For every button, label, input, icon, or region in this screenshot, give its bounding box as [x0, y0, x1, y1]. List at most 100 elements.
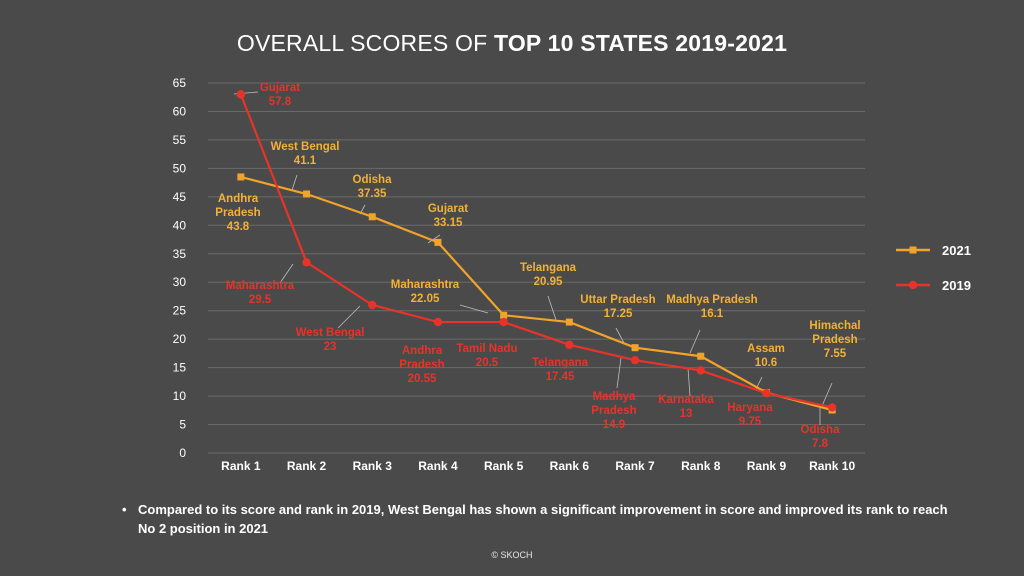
y-tick-label: 5 — [179, 418, 186, 432]
data-label-2019: Madhya Pradesh 14.9 — [591, 391, 636, 431]
y-tick-label: 0 — [179, 446, 186, 460]
data-label-name: West Bengal — [271, 141, 340, 153]
data-label-value: 22.05 — [411, 293, 440, 305]
data-point-2021 — [237, 173, 245, 181]
data-label-name: Pradesh — [812, 334, 857, 346]
data-label-value: 37.35 — [358, 188, 387, 200]
copyright: © SKOCH — [491, 550, 533, 560]
data-label-2019: Tamil Nadu 20.5 — [456, 343, 517, 369]
data-point-2019 — [565, 340, 574, 350]
data-label-2021: Madhya Pradesh 16.1 — [666, 294, 757, 320]
data-label-2021: West Bengal 41.1 — [271, 141, 340, 167]
data-label-name: Haryana — [727, 402, 773, 414]
data-point-2019 — [696, 366, 705, 375]
y-tick-label: 30 — [173, 275, 187, 289]
data-point-2019 — [236, 90, 246, 99]
data-point-2021 — [500, 311, 508, 319]
data-label-name: Maharashtra — [226, 280, 295, 292]
x-tick-label: Rank 8 — [681, 459, 721, 473]
leader-line — [687, 367, 691, 397]
leader-line — [821, 382, 833, 407]
data-label-2019: Telangana 17.45 — [532, 357, 589, 383]
leader-line — [459, 304, 489, 314]
legend-marker-2021 — [909, 246, 917, 254]
data-label-2021: Uttar Pradesh 17.25 — [580, 294, 655, 320]
data-label-2021: Odisha 37.35 — [353, 174, 393, 200]
data-label-name: Pradesh — [215, 207, 260, 219]
data-label-2019: Andhra Pradesh 20.55 — [399, 345, 444, 385]
footnote: • Compared to its score and rank in 2019,… — [122, 500, 958, 538]
data-label-2021: Assam 10.6 — [747, 343, 785, 369]
data-label-name: Madhya Pradesh — [666, 294, 757, 306]
chart-title-prefix: OVERALL SCORES OF — [236, 30, 494, 56]
y-tick-label: 55 — [173, 133, 187, 147]
leader-line — [291, 174, 298, 191]
data-label-name: Uttar Pradesh — [580, 294, 655, 306]
bullet-icon: • — [122, 502, 127, 517]
chart-title: OVERALL SCORES OF TOP 10 STATES 2019-202… — [0, 30, 1024, 57]
data-point-2019 — [302, 258, 311, 267]
data-point-2019 — [499, 317, 508, 327]
data-label-value: 57.8 — [269, 96, 292, 108]
data-label-name: Pradesh — [399, 359, 444, 371]
data-label-2021: Himachal Pradesh 7.55 — [809, 320, 860, 360]
data-label-value: 43.8 — [227, 221, 250, 233]
data-label-value: 20.5 — [476, 357, 499, 369]
data-label-name: Madhya — [593, 391, 636, 403]
data-label-value: 29.5 — [249, 294, 272, 306]
data-label-value: 17.25 — [604, 308, 633, 320]
data-label-value: 16.1 — [701, 308, 724, 320]
data-label-value: 20.55 — [408, 373, 437, 385]
data-point-2021 — [303, 190, 311, 198]
data-label-name: Pradesh — [591, 405, 636, 417]
y-tick-label: 60 — [173, 104, 187, 118]
data-label-2019: West Bengal 23 — [296, 327, 365, 353]
data-label-name: West Bengal — [296, 327, 365, 339]
data-label-name: Gujarat — [428, 203, 468, 215]
x-tick-label: Rank 9 — [747, 459, 787, 473]
y-tick-label: 45 — [173, 190, 187, 204]
data-label-name: Odisha — [801, 424, 841, 436]
leader-line — [427, 234, 441, 244]
y-tick-label: 65 — [173, 76, 187, 90]
data-label-value: 41.1 — [294, 155, 317, 167]
data-label-name: Odisha — [353, 174, 393, 186]
leader-line — [689, 329, 701, 354]
footnote-text: Compared to its score and rank in 2019, … — [138, 502, 948, 536]
data-label-2021: Maharashtra 22.05 — [391, 279, 460, 305]
y-tick-label: 20 — [173, 332, 187, 346]
data-label-value: 13 — [680, 408, 693, 420]
data-label-name: Telangana — [532, 357, 589, 369]
data-point-2019 — [433, 317, 443, 327]
data-label-2021: Gujarat 33.15 — [428, 203, 468, 229]
data-label-name: Andhra — [218, 193, 259, 205]
leader-line — [547, 295, 557, 321]
series-lines — [236, 90, 837, 414]
data-label-value: 17.45 — [546, 371, 575, 383]
legend-marker-2019 — [908, 280, 918, 290]
data-point-2021 — [434, 238, 442, 246]
x-tick-label: Rank 6 — [550, 459, 590, 473]
y-tick-label: 15 — [173, 361, 187, 375]
data-label-2021: Telangana 20.95 — [520, 262, 577, 288]
data-point-2019 — [762, 389, 771, 398]
data-labels: Andhra Pradesh 43.8 West Bengal 41.1 Odisha 37… — [215, 82, 860, 450]
x-tick-label: Rank 3 — [353, 459, 393, 473]
x-tick-label: Rank 1 — [221, 459, 261, 473]
data-label-name: Tamil Nadu — [456, 343, 517, 355]
legend-label-2021: 2021 — [942, 243, 971, 258]
legend: 2021 2019 — [896, 243, 971, 293]
data-label-value: 23 — [324, 341, 337, 353]
data-label-value: 33.15 — [434, 217, 463, 229]
data-label-2019: Odisha 7.8 — [801, 424, 841, 450]
data-point-2021 — [368, 213, 376, 221]
data-label-value: 7.8 — [812, 438, 829, 450]
leader-line — [615, 327, 625, 344]
data-point-2019 — [630, 356, 640, 365]
x-tick-label: Rank 10 — [809, 459, 855, 473]
y-tick-label: 40 — [173, 218, 187, 232]
x-axis: Rank 1 Rank 2 Rank 3 Rank 4 Rank 5 Rank 6 Rank… — [221, 459, 855, 473]
grid-lines — [208, 82, 865, 454]
x-tick-label: Rank 7 — [615, 459, 655, 473]
